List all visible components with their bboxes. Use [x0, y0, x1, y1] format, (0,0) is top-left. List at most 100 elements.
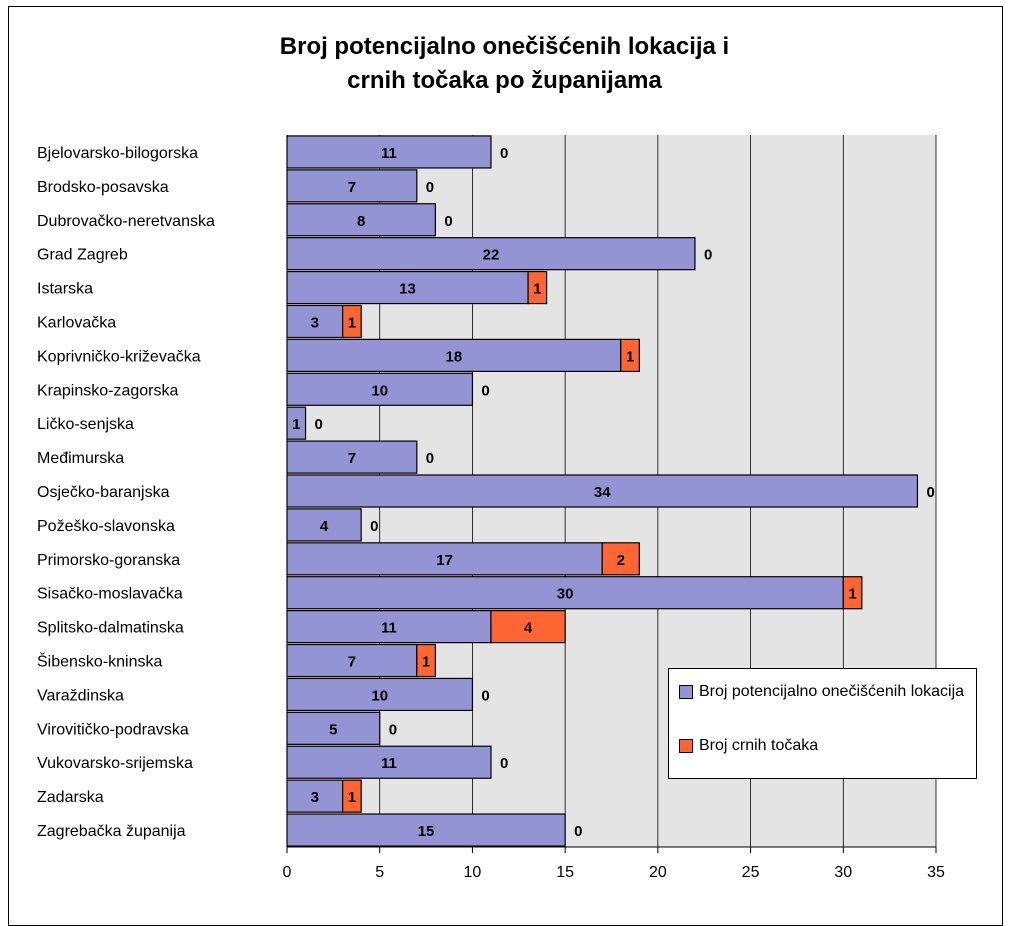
bar-locations [286, 677, 474, 712]
x-tick-label: 5 [375, 864, 384, 881]
data-label-locations: 22 [483, 247, 500, 264]
data-label-black-spots: 0 [444, 213, 452, 230]
data-label-locations: 11 [381, 755, 397, 772]
legend-item-locations: Broj potencijalno onečišćenih lokacija [679, 681, 979, 702]
category-label: Splitsko-dalmatinska [37, 620, 184, 637]
category-label: Brodsko-posavska [37, 179, 169, 196]
category-label: Dubrovačko-neretvanska [37, 213, 215, 230]
category-label: Varaždinska [37, 687, 124, 704]
bar-locations [286, 711, 381, 745]
data-label-black-spots: 0 [500, 755, 508, 772]
data-label-locations: 4 [320, 518, 329, 535]
chart-title: Broj potencijalno onečišćenih lokacija i… [0, 30, 1009, 98]
category-labels: Bjelovarsko-bilogorska Brodsko-posavska Du… [37, 145, 215, 840]
data-label-black-spots: 0 [926, 484, 934, 501]
bar-locations [286, 237, 696, 271]
data-label-locations: 10 [371, 687, 388, 704]
data-label-locations: 18 [446, 348, 463, 365]
bar-black-spots [842, 576, 863, 610]
chart-title-line-1: Broj potencijalno onečišćenih lokacija i [279, 33, 730, 60]
bar-locations [286, 610, 492, 644]
category-label: Krapinsko-zagorska [37, 382, 179, 399]
bar-black-spots [342, 779, 362, 813]
data-label-locations: 13 [399, 281, 416, 298]
category-label: Šibensko-kninska [37, 652, 163, 671]
legend-label-locations: Broj potencijalno onečišćenih lokacija [699, 683, 965, 700]
category-label: Zadarska [37, 789, 104, 806]
data-label-locations: 10 [371, 382, 388, 399]
category-label: Grad Zagreb [37, 247, 128, 264]
data-label-locations: 7 [348, 450, 356, 467]
data-label-black-spots: 0 [481, 382, 489, 399]
data-label-black-spots: 4 [524, 620, 533, 637]
data-label-black-spots: 1 [533, 281, 541, 298]
data-label-black-spots: 0 [315, 416, 323, 433]
bar-black-spots [342, 304, 362, 339]
bar-locations [286, 372, 474, 406]
x-tick-label: 35 [927, 864, 945, 881]
bar-black-spots [527, 270, 548, 305]
data-label-locations: 11 [381, 620, 397, 637]
data-label-black-spots: 1 [626, 348, 634, 365]
data-label-locations: 34 [594, 484, 611, 501]
data-label-black-spots: 1 [348, 314, 356, 331]
bar-locations [286, 813, 566, 847]
bar-locations [286, 745, 492, 779]
data-label-black-spots: 0 [481, 687, 489, 704]
x-tick-label: 10 [464, 864, 482, 881]
legend-item-black-spots: Broj crnih točaka [679, 735, 979, 756]
data-label-locations: 5 [329, 721, 337, 738]
data-label-black-spots: 0 [389, 721, 397, 738]
category-label: Koprivničko-križevačka [37, 348, 201, 365]
bar-locations [286, 270, 529, 305]
bar-locations [286, 406, 307, 440]
category-label: Zagrebačka županija [37, 823, 186, 840]
x-axis: 0 5 10 15 20 25 30 35 [283, 847, 945, 881]
bar-locations [286, 643, 418, 678]
category-label: Ličko-senjska [37, 416, 134, 433]
bar-locations [286, 576, 844, 610]
data-label-locations: 3 [311, 314, 319, 331]
data-label-locations: 1 [292, 416, 300, 433]
bar-locations [286, 338, 622, 372]
category-label: Bjelovarsko-bilogorska [37, 145, 198, 162]
data-label-locations: 11 [381, 145, 397, 162]
legend-swatch-black-spots [679, 739, 693, 753]
category-label: Sisačko-moslavačka [37, 586, 183, 603]
x-tick-label: 30 [834, 864, 852, 881]
x-tick-label: 20 [649, 864, 667, 881]
x-tick-label: 15 [556, 864, 574, 881]
bar-locations [286, 169, 418, 203]
category-label: Karlovačka [37, 314, 116, 331]
data-label-black-spots: 1 [848, 586, 856, 603]
data-label-locations: 17 [436, 552, 453, 569]
legend: Broj potencijalno onečišćenih lokacija B… [668, 668, 977, 779]
data-label-black-spots: 2 [617, 552, 625, 569]
bar-locations [286, 779, 344, 813]
data-label-black-spots: 0 [426, 450, 434, 467]
x-tick-label: 25 [742, 864, 760, 881]
bar-locations [286, 542, 603, 576]
category-label: Međimurska [37, 450, 124, 467]
data-label-black-spots: 0 [574, 823, 582, 840]
bars [286, 135, 919, 847]
data-label-black-spots: 0 [500, 145, 508, 162]
data-label-black-spots: 0 [426, 179, 434, 196]
data-label-locations: 7 [348, 179, 356, 196]
category-label: Požeško-slavonska [37, 518, 175, 535]
bar-black-spots [620, 338, 640, 372]
bar-locations [286, 474, 919, 508]
legend-label-black-spots: Broj crnih točaka [699, 737, 819, 754]
x-tick-label: 0 [283, 864, 292, 881]
bar-locations [286, 203, 436, 237]
data-label-black-spots: 1 [422, 654, 430, 671]
chart-title-line-2: crnih točaka po županijama [347, 67, 662, 94]
category-label: Virovitičko-podravska [37, 721, 189, 738]
category-label: Osječko-baranjska [37, 484, 170, 501]
bar-black-spots [490, 610, 566, 644]
bar-black-spots [601, 542, 640, 576]
data-label-locations: 8 [357, 213, 365, 230]
bar-locations [286, 508, 362, 542]
category-label: Primorsko-goranska [37, 552, 180, 569]
data-labels: 11 07 08 022 013 13 118 110 01 07 034 04 017 230 111 47… [292, 145, 935, 840]
